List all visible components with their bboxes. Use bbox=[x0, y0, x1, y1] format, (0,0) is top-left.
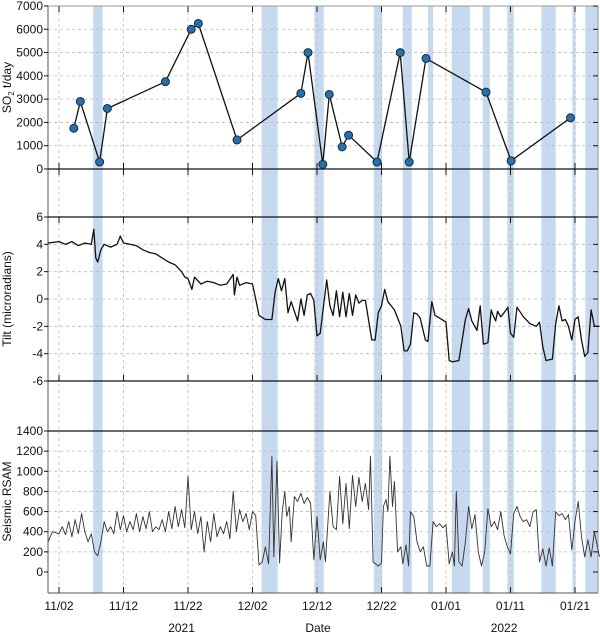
so2-data-point bbox=[344, 130, 354, 140]
so2-y-tick-label: 5000 bbox=[16, 46, 43, 60]
so2-data-point bbox=[296, 88, 306, 98]
rsam-y-tick-label: 200 bbox=[23, 545, 43, 559]
tilt-y-axis-label: Tilt (microradians) bbox=[0, 251, 14, 347]
so2-y-tick-label: 3000 bbox=[16, 92, 43, 106]
gridlines bbox=[48, 6, 598, 593]
so2-data-point bbox=[160, 77, 170, 87]
x-tick-label: 11/02 bbox=[44, 599, 73, 613]
shaded-band bbox=[314, 6, 324, 593]
x-tick-label: 01/21 bbox=[560, 599, 590, 613]
x-tick-label: 12/22 bbox=[366, 599, 396, 613]
so2-data-point bbox=[186, 24, 196, 34]
x-tick-label: 12/12 bbox=[302, 599, 332, 613]
so2-y-tick-label: 7000 bbox=[16, 0, 43, 13]
axes bbox=[44, 5, 599, 594]
so2-y-tick-label: 4000 bbox=[16, 69, 43, 83]
so2-data-point bbox=[102, 103, 112, 113]
shaded-band bbox=[261, 6, 278, 593]
rsam-y-tick-label: 0 bbox=[36, 565, 43, 579]
shaded-band bbox=[402, 6, 412, 593]
so2-data-point bbox=[324, 89, 334, 99]
shaded-band bbox=[373, 6, 383, 593]
rsam-y-tick-label: 1400 bbox=[16, 424, 43, 438]
so2-data-point bbox=[95, 157, 105, 167]
so2-y-tick-label: 1000 bbox=[16, 139, 43, 153]
shaded-band bbox=[451, 6, 470, 593]
shaded-band bbox=[93, 6, 103, 593]
rsam-y-tick-label: 1200 bbox=[16, 444, 43, 458]
tilt-y-tick-label: -2 bbox=[32, 319, 43, 333]
so2-data-point bbox=[337, 142, 347, 152]
tilt-series-line bbox=[47, 228, 600, 363]
rsam-y-tick-label: 400 bbox=[23, 525, 43, 539]
so2-data-point bbox=[193, 18, 203, 28]
tilt-y-tick-label: 4 bbox=[36, 237, 43, 251]
labels: 11/02 11/12 11/22 12/02 12/12 12/22 01/01 01/11… bbox=[0, 0, 590, 635]
so2-data-point bbox=[421, 53, 431, 63]
so2-data-point bbox=[565, 113, 575, 123]
tilt-y-tick-label: -4 bbox=[32, 347, 43, 361]
rsam-y-tick-label: 600 bbox=[23, 505, 43, 519]
so2-data-point bbox=[232, 135, 242, 145]
so2-data-point bbox=[481, 87, 491, 97]
so2-data-point bbox=[372, 157, 382, 167]
x-tick-label: 11/12 bbox=[109, 599, 138, 613]
x-tick-label: 01/11 bbox=[496, 599, 525, 613]
x-tick-label: 12/02 bbox=[237, 599, 267, 613]
shaded-band bbox=[507, 6, 514, 593]
tilt-y-tick-label: -6 bbox=[32, 374, 43, 388]
so2-data-point bbox=[75, 96, 85, 106]
tilt-y-tick-label: 2 bbox=[36, 265, 43, 279]
x-tick-label: 01/01 bbox=[431, 599, 461, 613]
rsam-y-axis-label: Seismic RSAM bbox=[0, 461, 14, 541]
so2-y-tick-label: 0 bbox=[36, 162, 43, 176]
so2-y-tick-label: 6000 bbox=[16, 22, 43, 36]
so2-data-point bbox=[69, 123, 79, 133]
series bbox=[47, 18, 600, 567]
so2-data-point bbox=[404, 157, 414, 167]
shaded-band bbox=[427, 6, 434, 593]
shaded-band bbox=[541, 6, 556, 593]
x-tick-label: 11/22 bbox=[173, 599, 202, 613]
so2-y-tick-label: 2000 bbox=[16, 115, 43, 129]
so2-data-point bbox=[318, 159, 328, 169]
shaded-band bbox=[585, 6, 598, 593]
shaded-band bbox=[572, 6, 576, 593]
so2-data-point bbox=[395, 48, 405, 58]
year-label: 2022 bbox=[491, 621, 518, 635]
rsam-y-tick-label: 800 bbox=[23, 484, 43, 498]
so2-data-point bbox=[303, 48, 313, 58]
rsam-y-tick-label: 1000 bbox=[16, 464, 43, 478]
year-label: 2021 bbox=[168, 621, 195, 635]
so2-data-point bbox=[506, 156, 516, 166]
so2-y-axis-label: SO2 t/day bbox=[0, 62, 16, 113]
rsam-series-line bbox=[47, 455, 600, 567]
shaded-bands bbox=[93, 6, 598, 593]
tilt-y-tick-label: 0 bbox=[36, 292, 43, 306]
tilt-y-tick-label: 6 bbox=[36, 210, 43, 224]
x-axis-label: Date bbox=[305, 621, 331, 635]
shaded-band bbox=[482, 6, 490, 593]
